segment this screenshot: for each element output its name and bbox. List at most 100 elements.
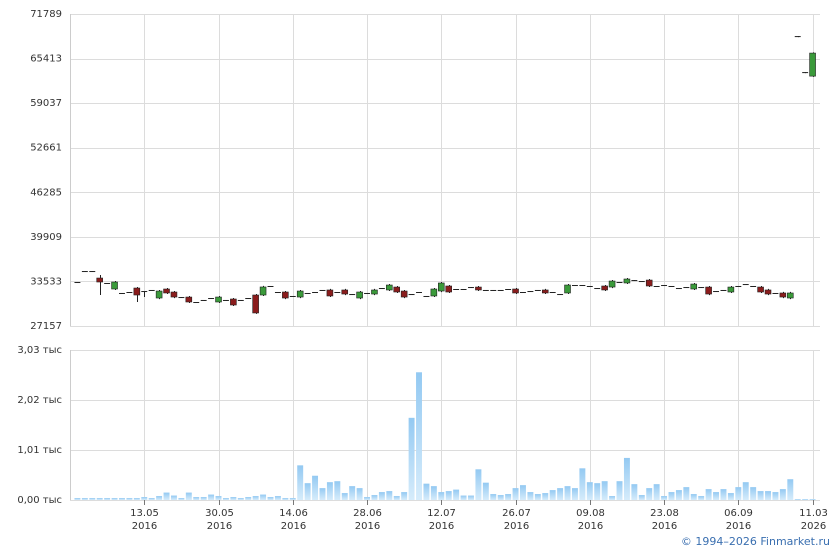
volume-bar [705,489,712,500]
volume-bar [230,497,237,500]
candle-body [289,295,296,297]
volume-bar [386,491,393,500]
volume-bar [222,498,229,500]
volume-bar [668,492,675,500]
candle-body [304,292,311,294]
candle-body [534,289,541,291]
volume-bar [341,493,348,500]
volume-bar [787,479,794,500]
x-tick-label: 11.03 [799,508,828,519]
candle-body [571,285,578,287]
candle-body [787,292,794,299]
volume-bar [326,482,333,500]
x-tick-label: 06.09 [724,508,753,519]
volume-bar [802,499,809,501]
volume-bar [638,495,645,500]
volume-bar [468,495,474,500]
x-tick-label: 2016 [281,521,306,532]
candle-body [713,291,720,293]
volume-bar [690,494,697,500]
volume-bar [757,491,764,500]
candle-body [549,292,556,294]
candle-body [178,297,185,299]
x-tick-label: 2026 [801,521,826,532]
footer-link[interactable]: © 1994–2026 Finmarket.ru [681,535,830,548]
y-tick-label: 2,02 тыс [17,395,62,406]
candle-body [96,277,103,283]
candle-body [653,285,660,287]
candle-body [89,271,96,273]
candle-body [274,292,281,294]
volume-bar [156,496,163,500]
x-tick-label: 28.06 [353,508,382,519]
candle-body [193,302,200,304]
x-tick-label: 23.08 [650,508,679,519]
candle-body [608,280,616,288]
volume-bar [564,486,571,500]
x-tick-label: 2016 [207,521,232,532]
candle-body [438,282,445,292]
candle-body [564,284,571,294]
volume-bar [772,492,779,500]
candle-body [364,292,370,294]
volume-bar [96,498,103,500]
candle-body [386,284,393,291]
x-tick-label: 26.07 [502,508,531,519]
candle-body [356,291,363,299]
candle-body [750,285,757,287]
candle-body [378,288,385,290]
volume-bar [534,494,541,500]
y-tick-label: 39909 [30,232,62,243]
volume-bar [631,484,638,500]
volume-bar [89,498,96,500]
candle-body [282,291,289,299]
x-tick-label: 2016 [429,521,454,532]
candle-body [468,287,474,289]
volume-bar [616,481,623,500]
candle-body [445,285,452,293]
candle-body [512,288,519,294]
x-tick-label: 2016 [726,521,751,532]
volume-bar [453,489,460,500]
x-tick-label: 13.05 [130,508,159,519]
volume-bar [549,490,556,500]
candle-body [200,299,207,301]
volume-bar [185,492,192,500]
volume-bar [713,492,720,500]
y-tick-label: 46285 [30,187,62,198]
volume-bar [178,498,185,500]
volume-bar [111,498,118,500]
y-tick-label: 1,01 тыс [17,445,62,456]
y-tick-label: 3,03 тыс [17,345,62,356]
volume-bar [497,495,504,500]
volume-bar [720,489,727,500]
candle-body [74,282,81,284]
candle-body [296,290,304,298]
x-tick-label: 2016 [132,521,157,532]
volume-bar [750,487,757,500]
volume-bar [609,496,616,500]
x-tick-label: 30.05 [205,508,234,519]
volume-bar [193,497,200,500]
volume-bar [104,498,111,500]
volume-bar [119,498,125,500]
candle-body [259,286,267,296]
volume-bar [779,489,786,500]
volume-bar [215,496,222,500]
volume-bar [623,457,630,500]
volume-bar [364,497,370,500]
volume-bar [445,491,452,500]
volume-bar [408,417,415,500]
candle-body [104,282,111,284]
candle-body [126,292,133,294]
volume-bar [349,486,356,500]
volume-bar [653,484,660,500]
x-tick-label: 09.08 [576,508,605,519]
candle-body [527,291,534,293]
x-tick-label: 2016 [652,521,677,532]
candle-body [764,289,772,295]
candle-body [423,295,430,297]
candle-body [482,289,489,291]
candle-body [490,289,497,291]
volume-bar [683,487,690,500]
